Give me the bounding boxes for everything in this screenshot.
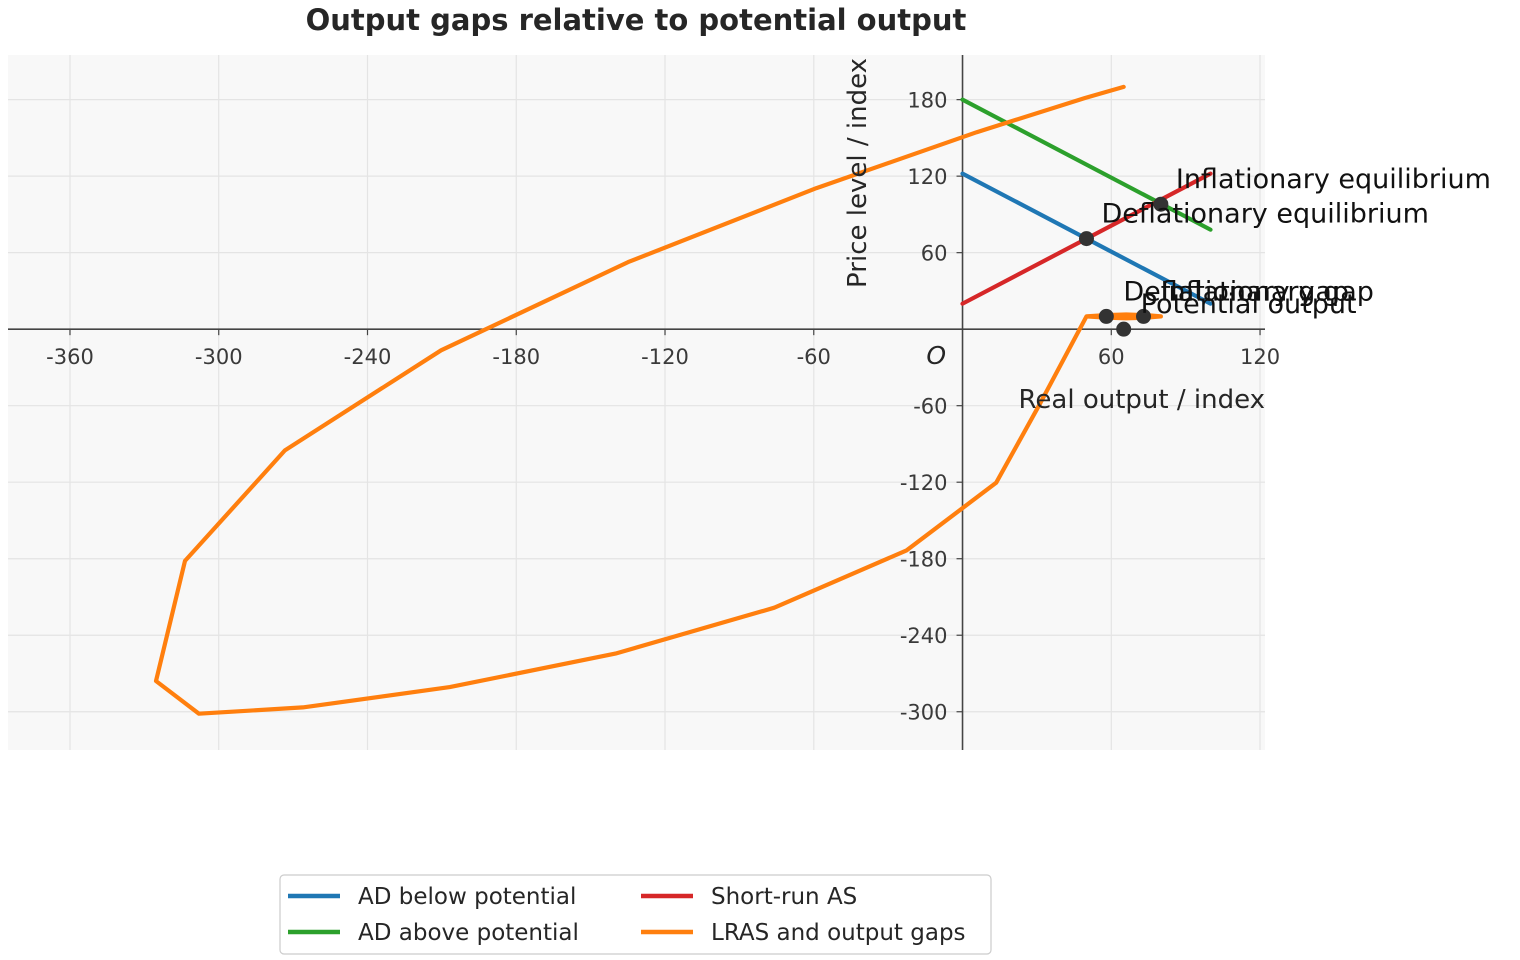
legend-box bbox=[279, 874, 992, 955]
chart-title: Output gaps relative to potential output bbox=[306, 3, 967, 37]
point-label-0: Inflationary equilibrium bbox=[1176, 164, 1491, 195]
point-label-3: Inflationary gap bbox=[1161, 276, 1374, 307]
axes: -360 -300 -240 -180 -120 -60 60 120-300-240-180… bbox=[8, 55, 1280, 750]
point-marker-3 bbox=[1136, 308, 1152, 324]
x-tick-label: -360 bbox=[46, 345, 94, 369]
y-tick-label: 60 bbox=[921, 242, 948, 266]
legend-label-3: LRAS and output gaps bbox=[711, 920, 966, 946]
series-line-1 bbox=[960, 97, 1213, 232]
y-tick-label: -300 bbox=[900, 701, 948, 725]
x-tick-label: -120 bbox=[641, 345, 689, 369]
x-tick-label: 60 bbox=[1098, 345, 1125, 369]
point-marker-4 bbox=[1116, 321, 1132, 337]
legend-label-1: AD above potential bbox=[358, 920, 579, 946]
y-tick-label: -120 bbox=[900, 471, 948, 495]
point-annotations: Inflationary equilibrium Deflationary equ… bbox=[1101, 164, 1490, 320]
x-tick-label: 120 bbox=[1240, 345, 1280, 369]
point-label-4: Potential output bbox=[1141, 289, 1357, 320]
legend-label-0: AD below potential bbox=[358, 884, 576, 910]
y-tick-label: 180 bbox=[907, 89, 947, 113]
point-marker-1 bbox=[1078, 231, 1094, 247]
series-line-3 bbox=[153, 84, 1164, 716]
x-tick-label: -180 bbox=[492, 345, 540, 369]
y-axis-label: Price level / index bbox=[843, 58, 873, 288]
x-tick-label: -60 bbox=[797, 345, 831, 369]
point-label-2: Deflationary gap bbox=[1123, 276, 1349, 307]
plot-background bbox=[8, 55, 1265, 750]
x-axis-label: Real output / index bbox=[1019, 385, 1266, 415]
x-tick-label: -240 bbox=[344, 345, 392, 369]
marked-points bbox=[1078, 196, 1169, 337]
point-label-1: Deflationary equilibrium bbox=[1101, 199, 1428, 230]
x-tick-label: -300 bbox=[195, 345, 243, 369]
origin-label: O bbox=[926, 341, 946, 370]
point-marker-2 bbox=[1098, 308, 1114, 324]
y-tick-label: -240 bbox=[900, 624, 948, 648]
y-tick-label: 120 bbox=[907, 165, 947, 189]
legend: AD below potential AD above potential Shor… bbox=[279, 874, 992, 955]
point-marker-0 bbox=[1153, 196, 1169, 212]
legend-label-2: Short-run AS bbox=[711, 884, 857, 910]
y-tick-label: -60 bbox=[913, 395, 947, 419]
